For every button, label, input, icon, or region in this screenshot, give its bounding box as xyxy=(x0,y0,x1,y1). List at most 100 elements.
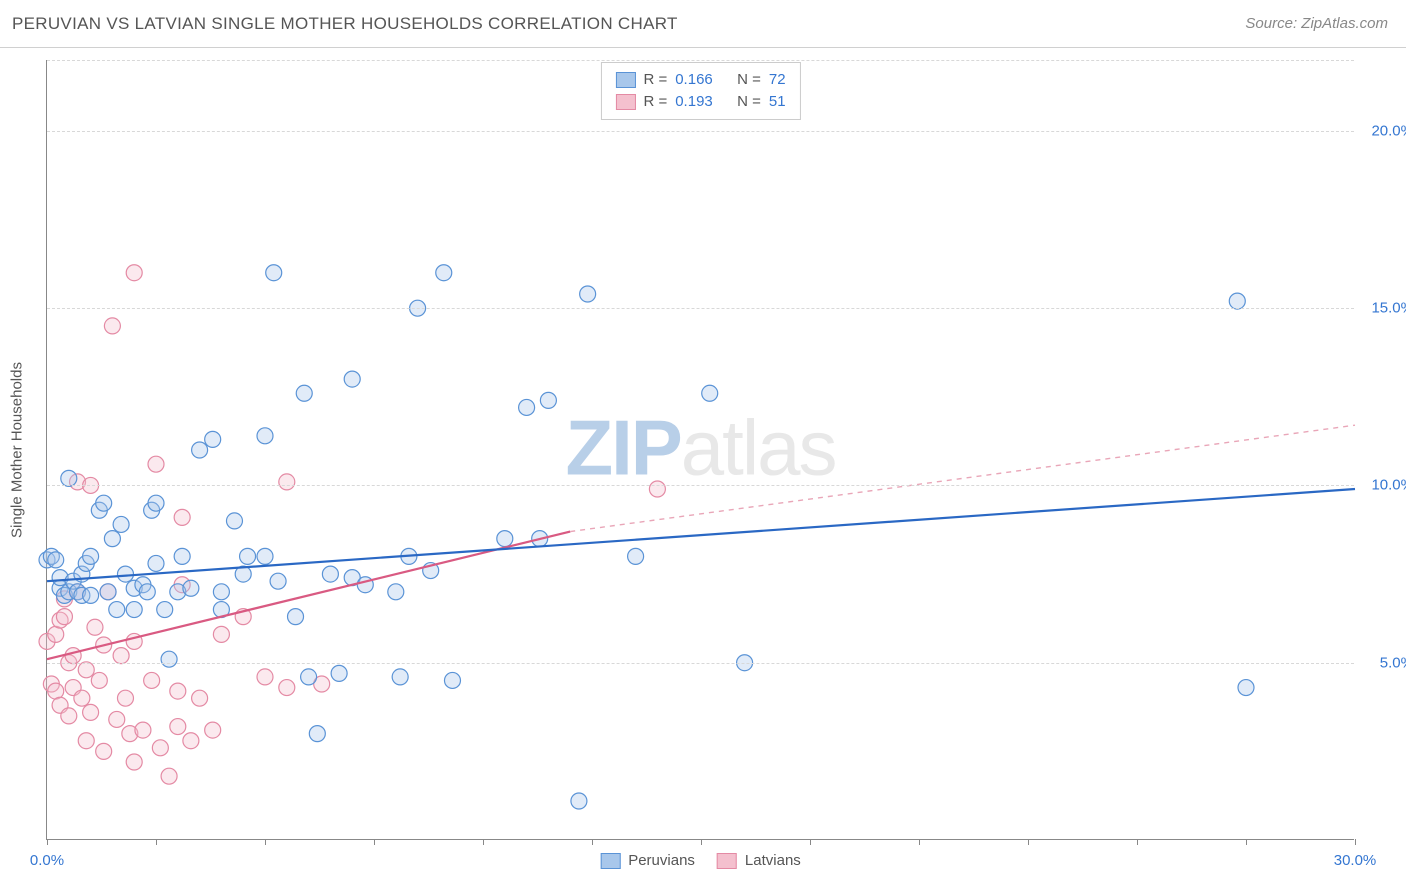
x-tick xyxy=(483,839,484,845)
scatter-point xyxy=(157,602,173,618)
scatter-point xyxy=(309,726,325,742)
scatter-point xyxy=(48,552,64,568)
legend-series: Peruvians Latvians xyxy=(600,852,801,869)
plot-area: ZIPatlas Single Mother Households R = 0.… xyxy=(46,60,1354,840)
scatter-point xyxy=(113,516,129,532)
scatter-point xyxy=(266,265,282,281)
scatter-point xyxy=(148,495,164,511)
y-axis-label: Single Mother Households xyxy=(9,362,26,538)
x-tick xyxy=(919,839,920,845)
scatter-point xyxy=(571,793,587,809)
scatter-point xyxy=(257,428,273,444)
scatter-point xyxy=(205,722,221,738)
scatter-point xyxy=(279,680,295,696)
scatter-point xyxy=(174,548,190,564)
scatter-point xyxy=(78,662,94,678)
scatter-point xyxy=(170,719,186,735)
scatter-point xyxy=(213,584,229,600)
scatter-point xyxy=(161,768,177,784)
chart-svg xyxy=(47,60,1354,839)
legend-stats: R = 0.166 N = 72 R = 0.193 N = 51 xyxy=(600,62,800,120)
scatter-point xyxy=(148,555,164,571)
scatter-point xyxy=(117,690,133,706)
scatter-point xyxy=(296,385,312,401)
scatter-point xyxy=(161,651,177,667)
scatter-point xyxy=(170,683,186,699)
swatch-icon xyxy=(615,94,635,110)
scatter-point xyxy=(126,754,142,770)
scatter-point xyxy=(192,690,208,706)
swatch-icon xyxy=(717,853,737,869)
swatch-icon xyxy=(615,72,635,88)
scatter-point xyxy=(183,580,199,596)
scatter-point xyxy=(540,392,556,408)
scatter-point xyxy=(48,626,64,642)
legend-item: Latvians xyxy=(717,852,801,869)
scatter-point xyxy=(48,683,64,699)
scatter-point xyxy=(113,648,129,664)
scatter-point xyxy=(61,708,77,724)
scatter-point xyxy=(65,648,81,664)
scatter-point xyxy=(213,626,229,642)
scatter-point xyxy=(344,371,360,387)
x-tick xyxy=(1355,839,1356,845)
scatter-point xyxy=(392,669,408,685)
x-tick xyxy=(1137,839,1138,845)
scatter-point xyxy=(78,733,94,749)
y-tick-label: 5.0% xyxy=(1362,654,1406,671)
scatter-point xyxy=(104,318,120,334)
gridline xyxy=(47,485,1354,486)
x-tick xyxy=(1028,839,1029,845)
gridline xyxy=(47,308,1354,309)
trend-line xyxy=(47,489,1355,581)
scatter-point xyxy=(331,665,347,681)
x-tick xyxy=(156,839,157,845)
scatter-point xyxy=(205,431,221,447)
y-tick-label: 15.0% xyxy=(1362,300,1406,317)
scatter-point xyxy=(83,587,99,603)
y-tick-label: 10.0% xyxy=(1362,477,1406,494)
swatch-icon xyxy=(600,853,620,869)
scatter-point xyxy=(174,509,190,525)
y-tick-label: 20.0% xyxy=(1362,122,1406,139)
scatter-point xyxy=(144,672,160,688)
x-tick xyxy=(810,839,811,845)
scatter-point xyxy=(226,513,242,529)
scatter-point xyxy=(91,672,107,688)
x-tick xyxy=(47,839,48,845)
scatter-point xyxy=(1229,293,1245,309)
scatter-point xyxy=(270,573,286,589)
scatter-point xyxy=(152,740,168,756)
scatter-point xyxy=(444,672,460,688)
scatter-point xyxy=(322,566,338,582)
scatter-point xyxy=(61,470,77,486)
chart-title: PERUVIAN VS LATVIAN SINGLE MOTHER HOUSEH… xyxy=(12,14,678,34)
scatter-point xyxy=(580,286,596,302)
legend-stats-row: R = 0.193 N = 51 xyxy=(615,91,785,113)
scatter-point xyxy=(279,474,295,490)
scatter-point xyxy=(519,399,535,415)
scatter-point xyxy=(74,690,90,706)
scatter-point xyxy=(148,456,164,472)
scatter-point xyxy=(139,584,155,600)
scatter-point xyxy=(436,265,452,281)
gridline xyxy=(47,663,1354,664)
x-tick-label: 30.0% xyxy=(1334,852,1377,869)
scatter-point xyxy=(628,548,644,564)
x-tick xyxy=(701,839,702,845)
x-tick-label: 0.0% xyxy=(30,852,64,869)
scatter-point xyxy=(109,602,125,618)
scatter-point xyxy=(83,548,99,564)
legend-stats-row: R = 0.166 N = 72 xyxy=(615,69,785,91)
scatter-point xyxy=(126,265,142,281)
gridline xyxy=(47,131,1354,132)
x-tick xyxy=(1246,839,1247,845)
scatter-point xyxy=(257,548,273,564)
scatter-point xyxy=(96,743,112,759)
legend-item: Peruvians xyxy=(600,852,695,869)
source-attribution: Source: ZipAtlas.com xyxy=(1245,15,1388,32)
scatter-point xyxy=(301,669,317,685)
chart-header: PERUVIAN VS LATVIAN SINGLE MOTHER HOUSEH… xyxy=(0,0,1406,48)
scatter-point xyxy=(702,385,718,401)
scatter-point xyxy=(135,722,151,738)
